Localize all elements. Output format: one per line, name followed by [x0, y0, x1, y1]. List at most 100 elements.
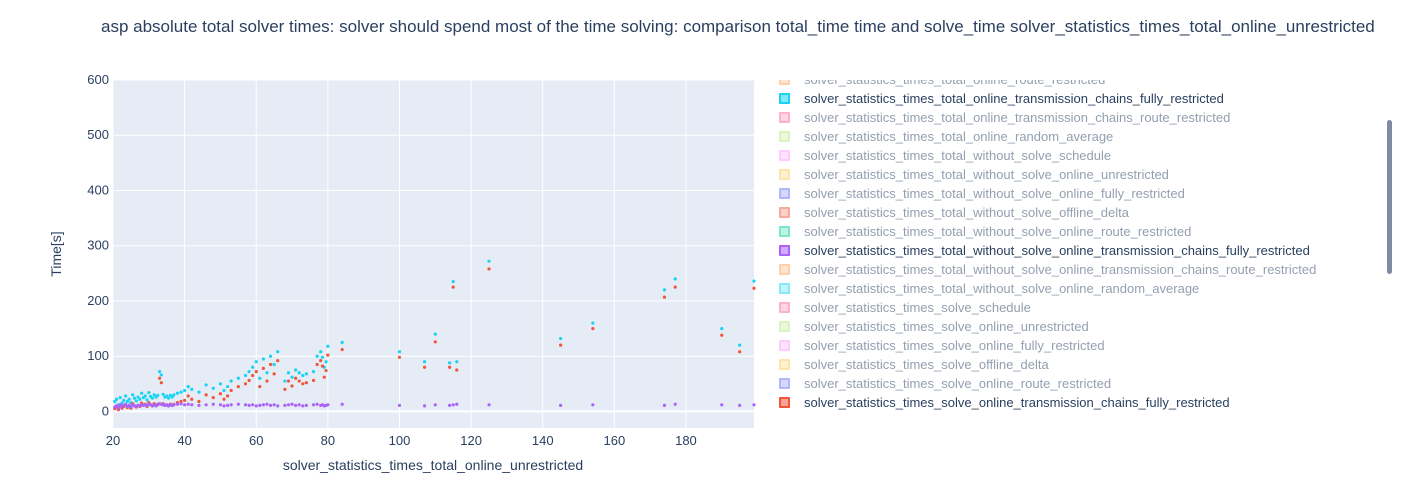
- data-point[interactable]: [448, 403, 452, 407]
- data-point[interactable]: [254, 404, 258, 408]
- data-point[interactable]: [225, 384, 230, 389]
- data-point[interactable]: [222, 388, 226, 393]
- data-point[interactable]: [261, 403, 266, 407]
- data-point[interactable]: [397, 355, 402, 359]
- data-point[interactable]: [225, 394, 230, 398]
- legend-item[interactable]: solver_statistics_times_total_without_so…: [776, 279, 1316, 298]
- data-point[interactable]: [261, 366, 266, 370]
- data-point[interactable]: [451, 280, 455, 284]
- data-point[interactable]: [229, 388, 233, 393]
- data-point[interactable]: [211, 402, 215, 406]
- data-point[interactable]: [118, 396, 122, 400]
- data-point[interactable]: [265, 402, 269, 406]
- data-point[interactable]: [662, 295, 667, 299]
- data-point[interactable]: [147, 391, 151, 395]
- data-point[interactable]: [161, 392, 165, 396]
- data-point[interactable]: [455, 360, 459, 364]
- data-point[interactable]: [340, 347, 344, 352]
- data-point[interactable]: [301, 404, 305, 408]
- data-point[interactable]: [236, 376, 240, 380]
- data-point[interactable]: [170, 395, 174, 399]
- data-point[interactable]: [752, 279, 756, 283]
- data-point[interactable]: [752, 286, 756, 290]
- data-point[interactable]: [311, 403, 316, 407]
- data-point[interactable]: [114, 404, 119, 408]
- data-point[interactable]: [247, 403, 251, 407]
- data-point[interactable]: [190, 387, 194, 391]
- data-point[interactable]: [243, 373, 248, 378]
- data-point[interactable]: [320, 355, 325, 359]
- data-point[interactable]: [229, 403, 233, 407]
- data-point[interactable]: [673, 277, 677, 281]
- data-point[interactable]: [268, 403, 273, 407]
- data-point[interactable]: [340, 340, 344, 344]
- data-point[interactable]: [272, 362, 276, 367]
- legend-item[interactable]: solver_statistics_times_total_without_so…: [776, 146, 1316, 165]
- data-point[interactable]: [114, 397, 119, 401]
- data-point[interactable]: [673, 402, 677, 406]
- data-point[interactable]: [254, 370, 258, 374]
- data-point[interactable]: [487, 267, 491, 271]
- data-point[interactable]: [720, 333, 724, 337]
- data-point[interactable]: [301, 373, 305, 378]
- data-point[interactable]: [559, 336, 563, 341]
- legend-scrollbar[interactable]: [1387, 120, 1392, 274]
- data-point[interactable]: [218, 403, 223, 407]
- data-point[interactable]: [397, 403, 402, 407]
- data-point[interactable]: [218, 392, 223, 396]
- data-point[interactable]: [673, 285, 677, 289]
- data-point[interactable]: [138, 397, 142, 401]
- data-point[interactable]: [204, 393, 208, 397]
- legend-item[interactable]: solver_statistics_times_solve_online_rou…: [776, 374, 1316, 393]
- data-point[interactable]: [116, 406, 120, 410]
- data-point[interactable]: [229, 379, 233, 383]
- data-point[interactable]: [304, 381, 308, 385]
- data-point[interactable]: [315, 362, 319, 367]
- data-point[interactable]: [190, 397, 194, 401]
- data-point[interactable]: [326, 403, 330, 407]
- data-point[interactable]: [251, 373, 255, 378]
- data-point[interactable]: [131, 393, 135, 397]
- data-point[interactable]: [738, 343, 742, 347]
- data-point[interactable]: [258, 376, 262, 380]
- data-point[interactable]: [125, 399, 129, 404]
- data-point[interactable]: [738, 403, 742, 407]
- data-point[interactable]: [157, 370, 162, 374]
- data-point[interactable]: [283, 403, 287, 407]
- data-point[interactable]: [322, 375, 326, 379]
- data-point[interactable]: [319, 359, 323, 363]
- data-point[interactable]: [738, 350, 742, 354]
- data-point[interactable]: [140, 391, 144, 395]
- data-point[interactable]: [319, 350, 323, 354]
- data-point[interactable]: [448, 365, 452, 369]
- data-point[interactable]: [297, 371, 301, 375]
- legend-item[interactable]: solver_statistics_times_total_without_so…: [776, 184, 1316, 203]
- data-point[interactable]: [422, 365, 427, 369]
- data-point[interactable]: [143, 394, 147, 398]
- data-point[interactable]: [258, 384, 262, 389]
- data-point[interactable]: [265, 379, 269, 383]
- data-point[interactable]: [297, 403, 301, 407]
- data-point[interactable]: [218, 382, 223, 386]
- data-point[interactable]: [433, 403, 437, 407]
- data-point[interactable]: [190, 403, 194, 407]
- data-point[interactable]: [186, 402, 190, 406]
- data-point[interactable]: [211, 386, 215, 390]
- data-point[interactable]: [487, 259, 491, 263]
- data-point[interactable]: [455, 368, 459, 372]
- data-point[interactable]: [247, 370, 251, 374]
- data-point[interactable]: [183, 403, 187, 407]
- data-point[interactable]: [152, 393, 156, 397]
- data-point[interactable]: [172, 403, 176, 407]
- data-point[interactable]: [268, 354, 273, 358]
- data-point[interactable]: [294, 368, 298, 372]
- data-point[interactable]: [455, 402, 459, 406]
- data-point[interactable]: [183, 398, 187, 402]
- data-point[interactable]: [268, 362, 273, 367]
- data-point[interactable]: [290, 402, 294, 406]
- data-point[interactable]: [276, 359, 280, 363]
- data-point[interactable]: [165, 394, 169, 398]
- data-point[interactable]: [159, 373, 163, 377]
- data-point[interactable]: [311, 370, 316, 374]
